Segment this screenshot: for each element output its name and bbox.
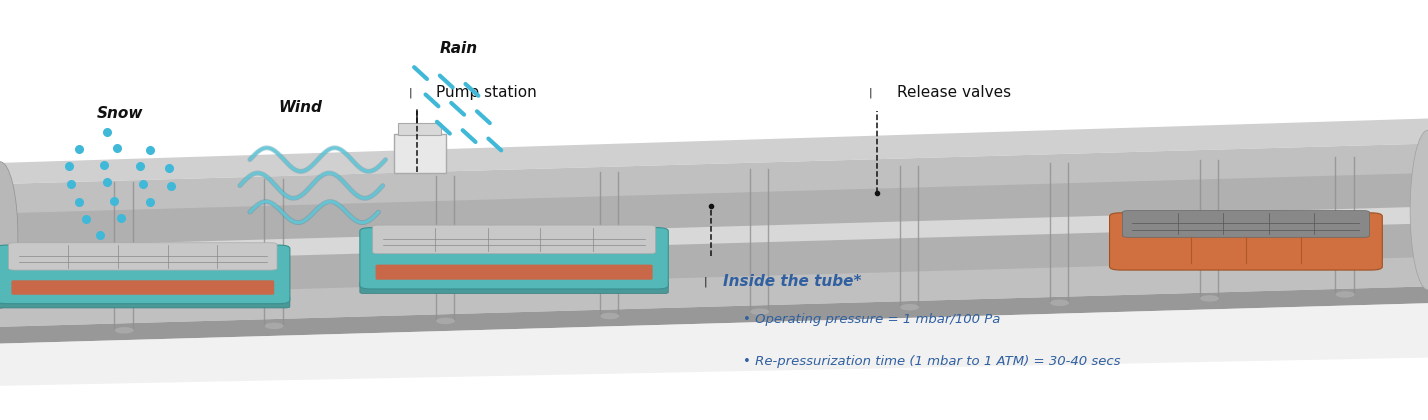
Circle shape — [1337, 292, 1354, 297]
Text: |: | — [408, 87, 413, 98]
Text: Snow: Snow — [97, 106, 144, 121]
Polygon shape — [0, 206, 1428, 265]
Text: • Re-pressurization time (1 mbar to 1 ATM) = 30-40 secs: • Re-pressurization time (1 mbar to 1 AT… — [743, 355, 1120, 368]
Text: Inside the tube*: Inside the tube* — [723, 274, 861, 289]
Circle shape — [751, 309, 768, 314]
Ellipse shape — [1411, 130, 1428, 290]
FancyBboxPatch shape — [373, 225, 655, 254]
Text: Pump station: Pump station — [436, 85, 537, 100]
Text: |: | — [703, 276, 707, 286]
FancyBboxPatch shape — [0, 296, 290, 308]
FancyBboxPatch shape — [360, 228, 668, 289]
Ellipse shape — [0, 162, 17, 309]
Circle shape — [437, 318, 454, 323]
Text: Release valves: Release valves — [897, 85, 1011, 100]
Circle shape — [601, 313, 618, 318]
FancyBboxPatch shape — [398, 123, 441, 135]
FancyBboxPatch shape — [394, 134, 446, 173]
Text: Wind: Wind — [278, 100, 323, 115]
FancyBboxPatch shape — [0, 245, 290, 304]
FancyBboxPatch shape — [360, 281, 668, 294]
FancyBboxPatch shape — [1122, 211, 1369, 237]
Polygon shape — [0, 302, 1428, 386]
Circle shape — [266, 323, 283, 328]
FancyBboxPatch shape — [9, 243, 277, 270]
Text: • Operating pressure = 1 mbar/100 Pa: • Operating pressure = 1 mbar/100 Pa — [743, 313, 1000, 326]
Text: |: | — [868, 87, 873, 98]
Circle shape — [116, 328, 133, 333]
FancyBboxPatch shape — [1110, 213, 1382, 270]
Circle shape — [901, 305, 918, 310]
Polygon shape — [0, 172, 1428, 298]
FancyBboxPatch shape — [11, 280, 274, 295]
Circle shape — [1201, 296, 1218, 301]
FancyBboxPatch shape — [376, 265, 653, 280]
Polygon shape — [0, 118, 1428, 185]
Circle shape — [1051, 300, 1068, 305]
Polygon shape — [0, 286, 1428, 344]
Text: Rain: Rain — [440, 41, 478, 56]
Polygon shape — [0, 143, 1428, 328]
